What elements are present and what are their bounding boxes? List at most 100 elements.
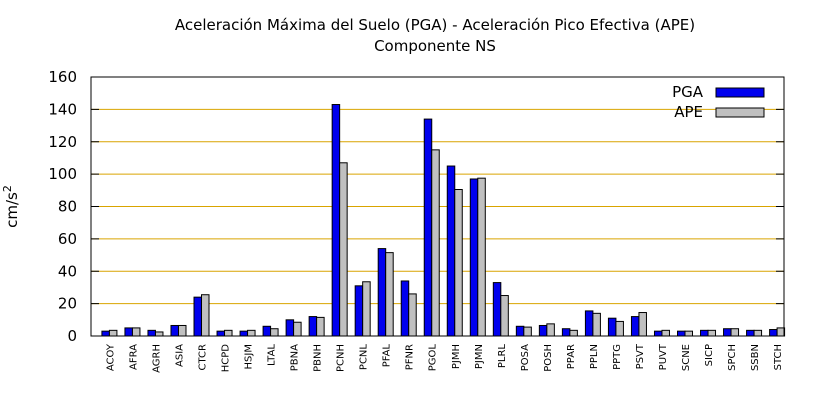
- bar-ape: [730, 328, 740, 337]
- x-tick-label: HSJM: [244, 344, 255, 369]
- x-tick-label: STCH: [773, 344, 784, 370]
- bar-ape: [293, 321, 302, 337]
- bar-ape: [362, 281, 371, 337]
- x-tick-label: PLRL: [497, 344, 508, 369]
- bar-pga: [331, 104, 341, 337]
- bar-ape: [776, 327, 786, 337]
- x-tick-label: SSBN: [750, 344, 761, 371]
- bar-pga: [377, 248, 387, 337]
- bar-pga: [216, 330, 226, 337]
- bar-pga: [101, 330, 110, 337]
- bar-ape: [108, 329, 118, 337]
- bar-ape: [684, 330, 693, 337]
- bar-ape: [201, 294, 210, 337]
- x-tick-label: CTCR: [198, 344, 209, 370]
- bar-pga: [170, 324, 179, 337]
- legend-swatch: [715, 107, 765, 118]
- x-tick-label: SCNE: [681, 344, 692, 371]
- x-tick-label: POSA: [520, 344, 531, 371]
- chart-subtitle: Componente NS: [374, 37, 496, 55]
- bar-pga: [285, 319, 295, 337]
- bar-pga: [400, 280, 410, 337]
- bar-pga: [700, 329, 709, 337]
- bar-ape: [638, 312, 647, 337]
- x-tick-label: PFNR: [405, 344, 416, 370]
- bar-pga: [446, 165, 456, 337]
- x-tick-label: ACOY: [105, 343, 116, 371]
- bar-ape: [247, 329, 256, 337]
- y-tick-label: 120: [48, 133, 77, 151]
- bar-ape: [615, 320, 624, 337]
- y-axis-label: cm/s2: [1, 185, 21, 228]
- bar-ape: [385, 252, 394, 337]
- bar-pga: [677, 330, 686, 337]
- bar-pga: [124, 327, 133, 337]
- bar-pga: [561, 328, 571, 337]
- x-tick-label: PJMN: [474, 344, 485, 369]
- bar-ape: [316, 316, 325, 337]
- y-tick-label: 140: [48, 100, 77, 118]
- bar-pga: [147, 329, 156, 337]
- y-tick-label: 160: [48, 68, 77, 86]
- bar-pga: [515, 325, 525, 337]
- legend-label: APE: [674, 103, 703, 121]
- x-tick-label: PJMH: [451, 344, 462, 369]
- y-tick-label: 20: [58, 295, 77, 313]
- x-tick-label: AFRA: [128, 344, 139, 370]
- y-tick-label: 80: [58, 198, 77, 216]
- bar-pga: [584, 310, 594, 337]
- bar-pga: [492, 282, 502, 337]
- bar-ape: [661, 329, 670, 337]
- bar-ape: [431, 149, 440, 337]
- bar-pga: [653, 330, 663, 337]
- bar-ape: [270, 328, 279, 337]
- bar-pga: [607, 317, 617, 337]
- x-tick-label: PPLN: [589, 344, 600, 369]
- bar-ape: [707, 329, 717, 337]
- y-tick-label: 100: [48, 165, 77, 183]
- x-tick-label: ASIA: [174, 344, 185, 367]
- bar-pga: [746, 329, 755, 337]
- bar-ape: [154, 331, 164, 337]
- bar-ape: [500, 295, 509, 337]
- bar-ape: [454, 189, 463, 337]
- x-tick-label: PBNH: [313, 344, 324, 372]
- x-tick-label: PCNL: [359, 344, 370, 370]
- bar-ape: [569, 329, 578, 337]
- bar-ape: [131, 327, 141, 337]
- legend-swatch: [715, 87, 765, 98]
- y-tick-label: 40: [58, 262, 77, 280]
- x-tick-label: HCPD: [221, 344, 232, 373]
- bar-ape: [224, 329, 233, 337]
- plot-frame: [90, 76, 785, 337]
- bar-ape: [177, 324, 187, 337]
- legend-label: PGA: [672, 83, 704, 101]
- bar-pga: [239, 330, 249, 337]
- x-tick-label: AGRH: [151, 344, 162, 373]
- bar-ape: [592, 312, 601, 337]
- y-tick-label: 0: [67, 327, 77, 345]
- bar-pga: [308, 316, 318, 337]
- x-tick-label: PPAR: [566, 344, 577, 369]
- bar-ape: [523, 326, 532, 337]
- bar-pga: [354, 285, 364, 337]
- bar-pga: [630, 316, 640, 337]
- x-tick-label: PUVT: [658, 343, 669, 370]
- bar-ape: [408, 293, 417, 337]
- bar-ape: [477, 177, 486, 337]
- x-tick-label: PPTG: [612, 344, 623, 370]
- bar-ape: [546, 323, 555, 337]
- bar-ape: [339, 162, 348, 337]
- bar-pga: [469, 178, 479, 337]
- bar-pga: [262, 325, 272, 337]
- x-tick-label: PBNA: [290, 344, 301, 371]
- x-tick-label: SPCH: [727, 344, 738, 371]
- bar-pga: [193, 296, 203, 337]
- x-tick-label: PGOL: [428, 344, 439, 372]
- chart-title: Aceleración Máxima del Suelo (PGA) - Ace…: [174, 16, 696, 34]
- x-tick-label: LTAL: [267, 344, 278, 366]
- bar-pga: [769, 329, 778, 337]
- x-tick-label: PCNH: [336, 344, 347, 372]
- y-tick-label: 60: [58, 230, 77, 248]
